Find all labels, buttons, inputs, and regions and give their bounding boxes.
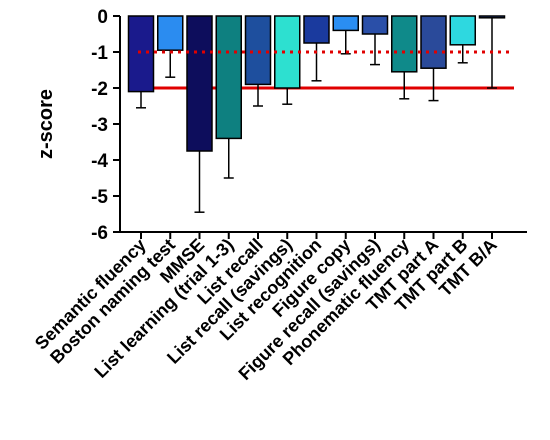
error-bars	[136, 17, 497, 213]
bar	[244, 15, 272, 86]
y-tick-label: -3	[91, 115, 108, 136]
bars	[127, 15, 506, 152]
y-tick-label: -6	[91, 223, 108, 244]
bar	[361, 15, 389, 35]
y-tick-label: -5	[91, 187, 108, 208]
bar	[332, 15, 359, 32]
y-tick-label: -1	[91, 43, 108, 64]
bar	[215, 15, 242, 140]
y-tick-label: 0	[97, 7, 108, 28]
bar	[420, 15, 447, 69]
y-axis-title: z-score	[35, 89, 57, 159]
bar	[391, 15, 418, 73]
bar	[186, 15, 213, 152]
y-tick-label: -4	[91, 151, 108, 172]
bar	[478, 15, 506, 19]
bar	[449, 15, 476, 46]
bar	[274, 15, 301, 89]
y-tick-label: -2	[91, 79, 108, 100]
bar	[157, 15, 184, 51]
bar	[127, 15, 155, 93]
y-ticks: 0 -1 -2 -3 -4 -5 -6	[91, 7, 120, 244]
bar	[303, 15, 330, 44]
